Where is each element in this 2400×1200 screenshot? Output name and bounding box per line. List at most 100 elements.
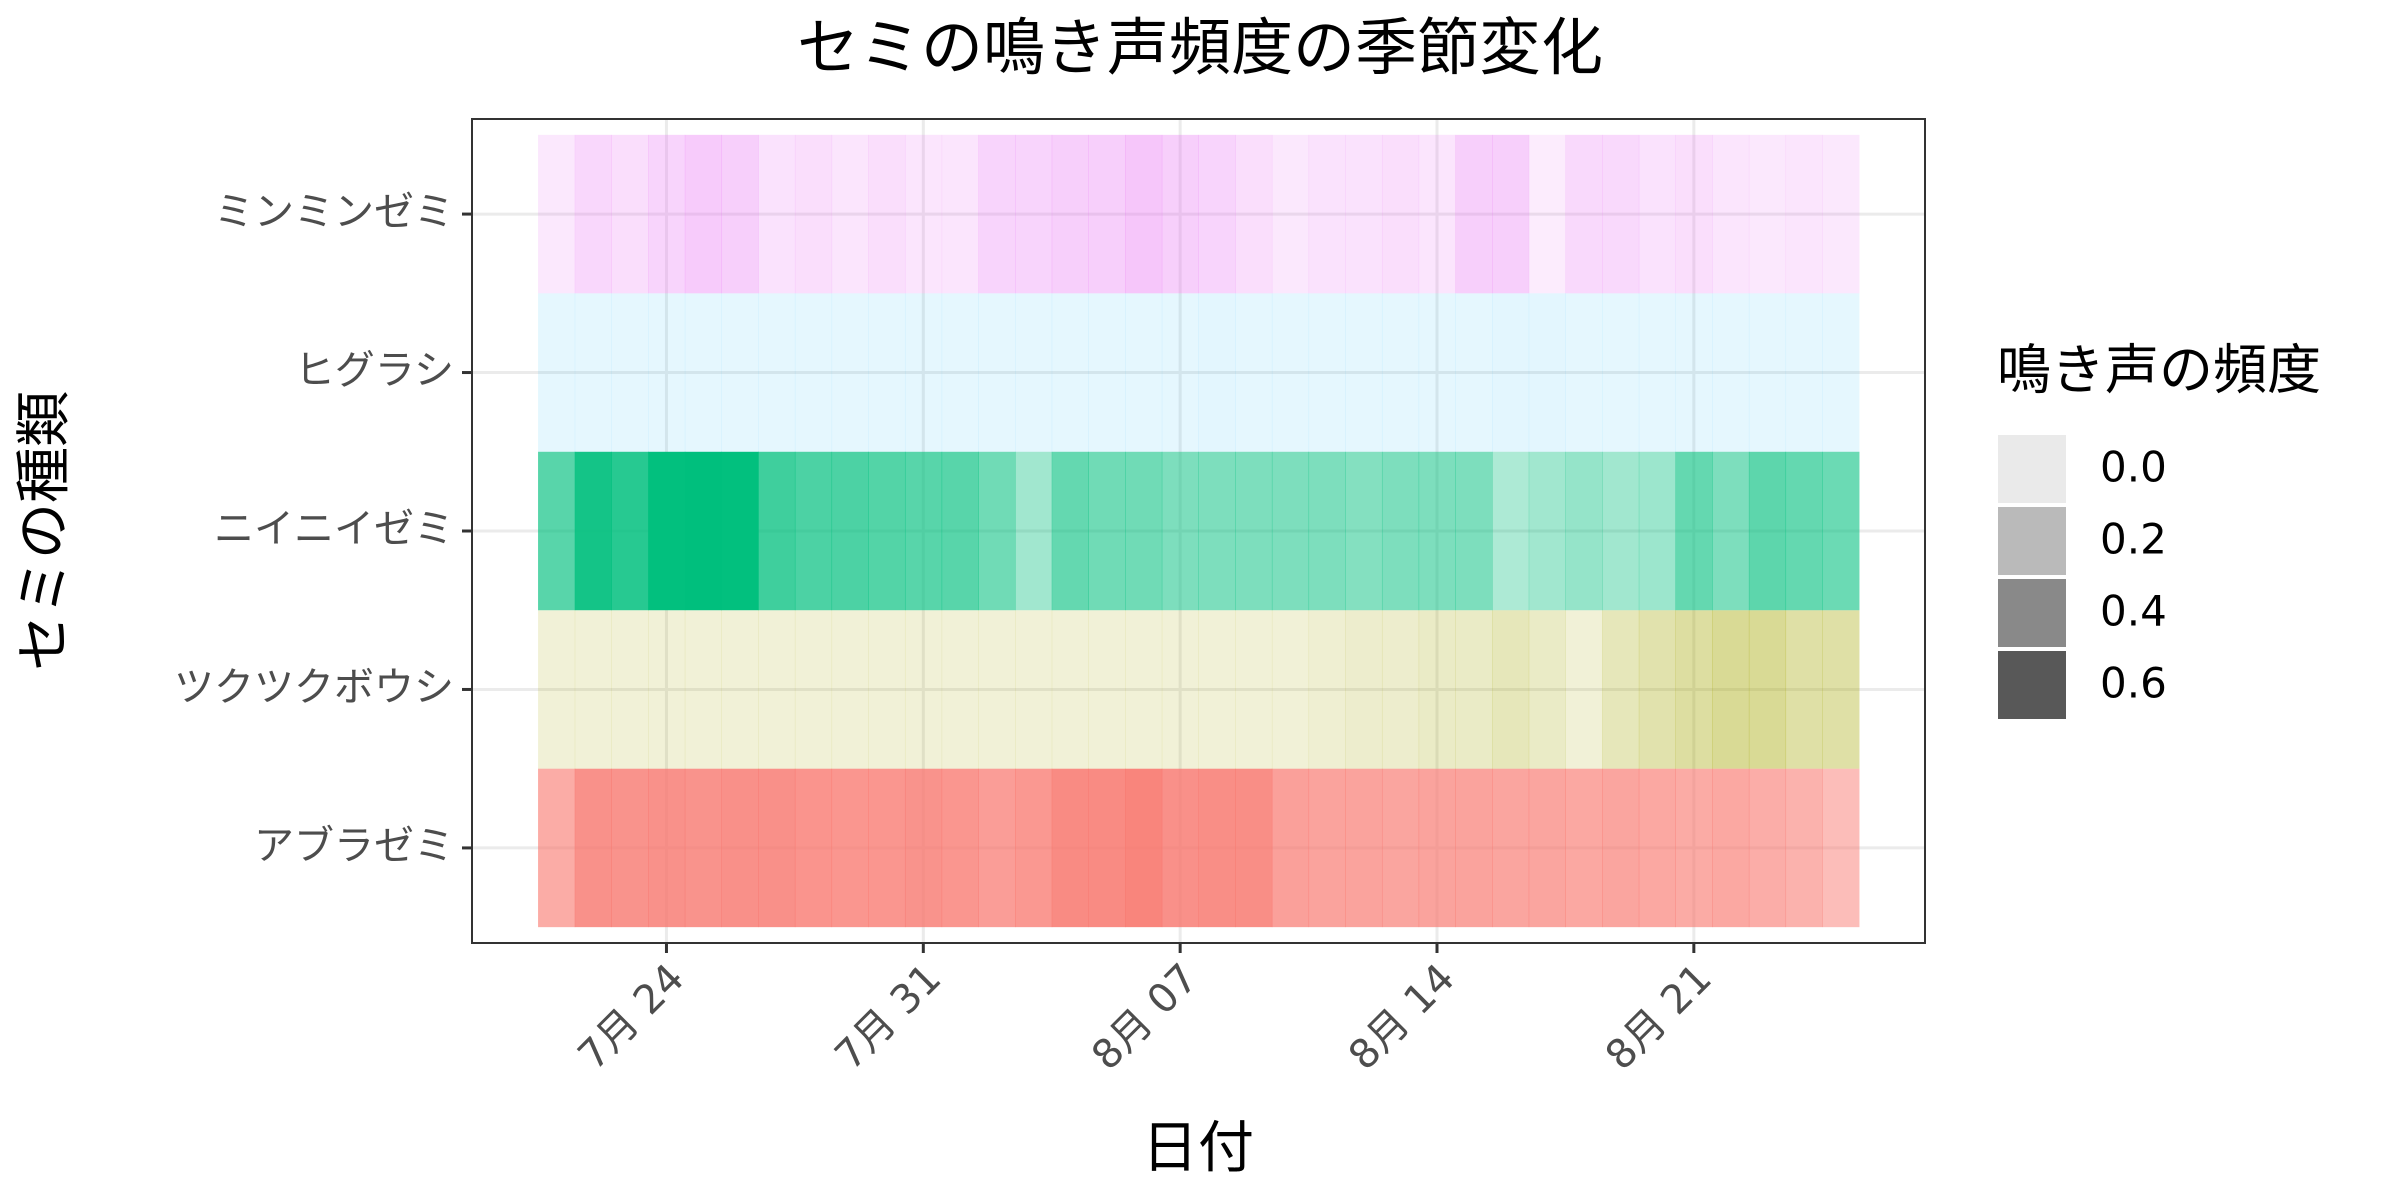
heat-tile (1638, 293, 1676, 452)
heat-tile (1308, 610, 1346, 769)
heat-tile (611, 768, 649, 928)
heat-tile (758, 451, 796, 611)
y-tick-label: ツクツクボウシ (174, 664, 454, 710)
heat-tile (978, 451, 1016, 611)
heat-tile (1528, 134, 1566, 294)
heat-tile (1161, 293, 1199, 452)
heat-tile (794, 293, 833, 452)
legend-key (1996, 577, 2068, 649)
legend-key (1996, 649, 2068, 721)
heat-tile (1785, 610, 1823, 769)
heat-tile (904, 768, 943, 928)
heat-tile (1198, 768, 1236, 928)
heat-tile (1308, 768, 1346, 928)
heat-tile (1675, 768, 1713, 928)
heat-tile (1381, 451, 1420, 611)
heat-tile (574, 134, 612, 294)
heat-tile (1822, 293, 1860, 452)
heat-tile (574, 768, 612, 928)
y-tick-label: ミンミンゼミ (214, 189, 454, 235)
heat-tile (831, 610, 869, 769)
heat-tile (1822, 451, 1860, 611)
heat-tile (1418, 610, 1456, 769)
heat-tile (1675, 610, 1713, 769)
heat-tile (1565, 451, 1603, 611)
heat-tile (868, 134, 906, 294)
y-tick-label: アブラゼミ (254, 823, 454, 869)
heat-tile (1015, 293, 1053, 452)
heat-tile (1345, 293, 1383, 452)
heat-tile (1822, 134, 1860, 294)
heat-tile (611, 610, 649, 769)
heat-tile (1088, 768, 1126, 928)
heat-tile (1748, 768, 1787, 928)
heat-tile (1492, 451, 1530, 611)
heat-tile (831, 451, 869, 611)
heat-tile (574, 451, 612, 611)
heat-tile (1308, 293, 1346, 452)
heat-tile (611, 293, 649, 452)
heat-tile (1528, 610, 1566, 769)
heat-tile (1675, 134, 1713, 294)
heat-tile (1675, 451, 1713, 611)
heat-tile (1748, 134, 1787, 294)
heat-tile (1198, 293, 1236, 452)
heat-tile (648, 610, 686, 769)
heat-tile (1125, 610, 1163, 769)
heat-tile (978, 293, 1016, 452)
heat-tile (1271, 610, 1310, 769)
heat-tile (721, 293, 759, 452)
heat-tile (1712, 768, 1750, 928)
heat-tile (1712, 610, 1750, 769)
heat-tile (1418, 768, 1456, 928)
heat-tile (868, 293, 906, 452)
heat-tile (1455, 610, 1493, 769)
legend-label: 0.2 (2100, 515, 2167, 564)
heat-tile (1418, 451, 1456, 611)
heat-tile (758, 768, 796, 928)
heat-tile (941, 134, 979, 294)
y-axis-label: セミの種類 (12, 391, 77, 671)
heat-tile (538, 768, 576, 928)
heat-tile (868, 610, 906, 769)
heat-tile (1271, 451, 1310, 611)
heat-tile (1492, 134, 1530, 294)
heat-tile (1418, 293, 1456, 452)
heat-tile (1015, 134, 1053, 294)
heat-tile (1051, 768, 1089, 928)
heat-tile (1602, 610, 1640, 769)
heat-tile (684, 610, 723, 769)
heat-tile (1088, 451, 1126, 611)
heat-tile (831, 293, 869, 452)
heat-tile (904, 610, 943, 769)
heat-tile (611, 134, 649, 294)
heat-tile (831, 134, 869, 294)
heat-tile (1418, 134, 1456, 294)
heat-tile (648, 451, 686, 611)
heat-tile (1198, 134, 1236, 294)
heat-tile (1455, 768, 1493, 928)
heat-tile (1125, 293, 1163, 452)
chart-title: セミの鳴き声頻度の季節変化 (797, 11, 1603, 84)
heat-tile (1125, 134, 1163, 294)
heat-tile (1565, 134, 1603, 294)
x-tick-label: 7月 31 (826, 955, 950, 1079)
heat-tile (721, 134, 759, 294)
heat-tile (978, 134, 1016, 294)
heat-tile (794, 768, 833, 928)
heat-tile (1602, 293, 1640, 452)
heat-tile (1638, 768, 1676, 928)
heat-tile (904, 451, 943, 611)
heat-tile (1161, 451, 1199, 611)
heat-tile (1345, 451, 1383, 611)
heat-tile (1528, 293, 1566, 452)
heat-tile (758, 293, 796, 452)
heat-tile (1088, 134, 1126, 294)
heat-tile (1271, 768, 1310, 928)
heat-tile (1528, 768, 1566, 928)
heat-tile (1235, 610, 1273, 769)
heat-tile (1235, 768, 1273, 928)
heat-tile (1638, 451, 1676, 611)
heat-tile (648, 293, 686, 452)
heat-tile (1088, 293, 1126, 452)
